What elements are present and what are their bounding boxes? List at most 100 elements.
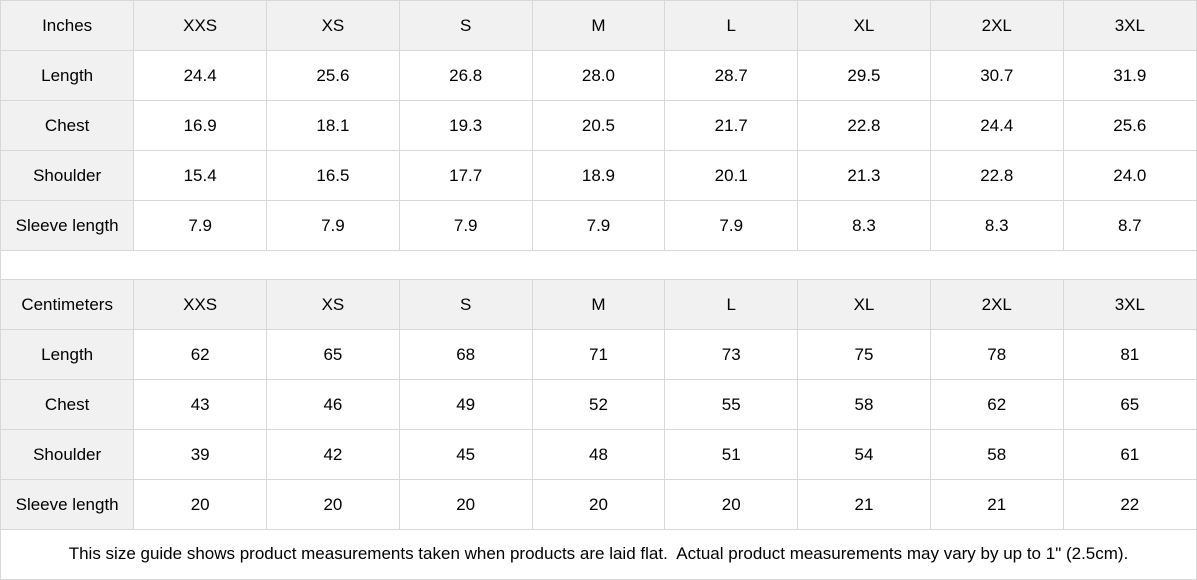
centimeters-table: Centimeters XXS XS S M L XL 2XL 3XL Leng… bbox=[1, 279, 1196, 530]
value-cell: 22.8 bbox=[797, 100, 931, 151]
value-cell: 24.4 bbox=[133, 50, 268, 101]
value-cell: 25.6 bbox=[266, 50, 400, 101]
value-cell: 24.0 bbox=[1062, 150, 1196, 201]
value-cell: 17.7 bbox=[398, 150, 533, 201]
value-cell: 21 bbox=[797, 479, 931, 530]
table-row: Shoulder 39 42 45 48 51 54 58 61 bbox=[1, 429, 1196, 480]
value-cell: 65 bbox=[266, 329, 400, 380]
value-cell: 52 bbox=[531, 379, 666, 430]
unit-header-cell: Centimeters bbox=[1, 279, 135, 330]
size-header-cell: L bbox=[664, 279, 799, 330]
measurement-label-cell: Chest bbox=[1, 379, 135, 430]
measurement-label-cell: Length bbox=[1, 50, 135, 101]
size-header-cell: XL bbox=[797, 1, 931, 51]
value-cell: 29.5 bbox=[797, 50, 931, 101]
value-cell: 51 bbox=[664, 429, 799, 480]
value-cell: 7.9 bbox=[398, 200, 533, 251]
table-row: Chest 16.9 18.1 19.3 20.5 21.7 22.8 24.4… bbox=[1, 100, 1196, 151]
value-cell: 45 bbox=[398, 429, 533, 480]
value-cell: 28.7 bbox=[664, 50, 799, 101]
size-header-cell: 3XL bbox=[1062, 1, 1196, 51]
size-header-cell: XL bbox=[797, 279, 931, 330]
value-cell: 8.7 bbox=[1062, 200, 1196, 251]
value-cell: 20 bbox=[266, 479, 400, 530]
size-guide-note: This size guide shows product measuremen… bbox=[1, 529, 1196, 577]
value-cell: 8.3 bbox=[929, 200, 1064, 251]
value-cell: 18.9 bbox=[531, 150, 666, 201]
value-cell: 21 bbox=[929, 479, 1064, 530]
value-cell: 49 bbox=[398, 379, 533, 430]
measurement-label-cell: Shoulder bbox=[1, 429, 135, 480]
value-cell: 16.5 bbox=[266, 150, 400, 201]
measurement-label-cell: Sleeve length bbox=[1, 200, 135, 251]
value-cell: 31.9 bbox=[1062, 50, 1196, 101]
value-cell: 62 bbox=[133, 329, 268, 380]
value-cell: 55 bbox=[664, 379, 799, 430]
value-cell: 7.9 bbox=[266, 200, 400, 251]
table-header-row: Centimeters XXS XS S M L XL 2XL 3XL bbox=[1, 279, 1196, 330]
value-cell: 28.0 bbox=[531, 50, 666, 101]
size-header-cell: M bbox=[531, 1, 666, 51]
value-cell: 39 bbox=[133, 429, 268, 480]
table-row: Length 62 65 68 71 73 75 78 81 bbox=[1, 329, 1196, 380]
table-row: Chest 43 46 49 52 55 58 62 65 bbox=[1, 379, 1196, 430]
value-cell: 25.6 bbox=[1062, 100, 1196, 151]
value-cell: 20 bbox=[531, 479, 666, 530]
value-cell: 26.8 bbox=[398, 50, 533, 101]
table-row: Sleeve length 20 20 20 20 20 21 21 22 bbox=[1, 479, 1196, 530]
size-header-cell: XXS bbox=[133, 1, 268, 51]
table-row: Length 24.4 25.6 26.8 28.0 28.7 29.5 30.… bbox=[1, 50, 1196, 101]
value-cell: 24.4 bbox=[929, 100, 1064, 151]
value-cell: 20 bbox=[398, 479, 533, 530]
size-header-cell: L bbox=[664, 1, 799, 51]
value-cell: 71 bbox=[531, 329, 666, 380]
value-cell: 20 bbox=[664, 479, 799, 530]
value-cell: 19.3 bbox=[398, 100, 533, 151]
value-cell: 20.1 bbox=[664, 150, 799, 201]
value-cell: 78 bbox=[929, 329, 1064, 380]
value-cell: 58 bbox=[929, 429, 1064, 480]
unit-header-cell: Inches bbox=[1, 1, 135, 51]
size-header-cell: 2XL bbox=[929, 279, 1064, 330]
table-row: Sleeve length 7.9 7.9 7.9 7.9 7.9 8.3 8.… bbox=[1, 200, 1196, 251]
table-row: Shoulder 15.4 16.5 17.7 18.9 20.1 21.3 2… bbox=[1, 150, 1196, 201]
table-gap bbox=[1, 250, 1196, 280]
value-cell: 16.9 bbox=[133, 100, 268, 151]
size-header-cell: 3XL bbox=[1062, 279, 1196, 330]
value-cell: 7.9 bbox=[664, 200, 799, 251]
value-cell: 46 bbox=[266, 379, 400, 430]
table-header-row: Inches XXS XS S M L XL 2XL 3XL bbox=[1, 1, 1196, 51]
measurement-label-cell: Sleeve length bbox=[1, 479, 135, 530]
value-cell: 81 bbox=[1062, 329, 1196, 380]
value-cell: 20 bbox=[133, 479, 268, 530]
value-cell: 58 bbox=[797, 379, 931, 430]
size-header-cell: XS bbox=[266, 1, 400, 51]
value-cell: 68 bbox=[398, 329, 533, 380]
value-cell: 54 bbox=[797, 429, 931, 480]
size-header-cell: 2XL bbox=[929, 1, 1064, 51]
value-cell: 48 bbox=[531, 429, 666, 480]
value-cell: 22 bbox=[1062, 479, 1196, 530]
size-header-cell: XXS bbox=[133, 279, 268, 330]
size-header-cell: XS bbox=[266, 279, 400, 330]
value-cell: 21.7 bbox=[664, 100, 799, 151]
value-cell: 42 bbox=[266, 429, 400, 480]
size-header-cell: S bbox=[398, 1, 533, 51]
size-header-cell: S bbox=[398, 279, 533, 330]
value-cell: 7.9 bbox=[133, 200, 268, 251]
value-cell: 20.5 bbox=[531, 100, 666, 151]
value-cell: 65 bbox=[1062, 379, 1196, 430]
measurement-label-cell: Chest bbox=[1, 100, 135, 151]
value-cell: 43 bbox=[133, 379, 268, 430]
value-cell: 75 bbox=[797, 329, 931, 380]
inches-table: Inches XXS XS S M L XL 2XL 3XL Length 24… bbox=[1, 1, 1196, 251]
value-cell: 30.7 bbox=[929, 50, 1064, 101]
value-cell: 18.1 bbox=[266, 100, 400, 151]
value-cell: 61 bbox=[1062, 429, 1196, 480]
value-cell: 8.3 bbox=[797, 200, 931, 251]
value-cell: 73 bbox=[664, 329, 799, 380]
measurement-label-cell: Length bbox=[1, 329, 135, 380]
size-header-cell: M bbox=[531, 279, 666, 330]
value-cell: 22.8 bbox=[929, 150, 1064, 201]
